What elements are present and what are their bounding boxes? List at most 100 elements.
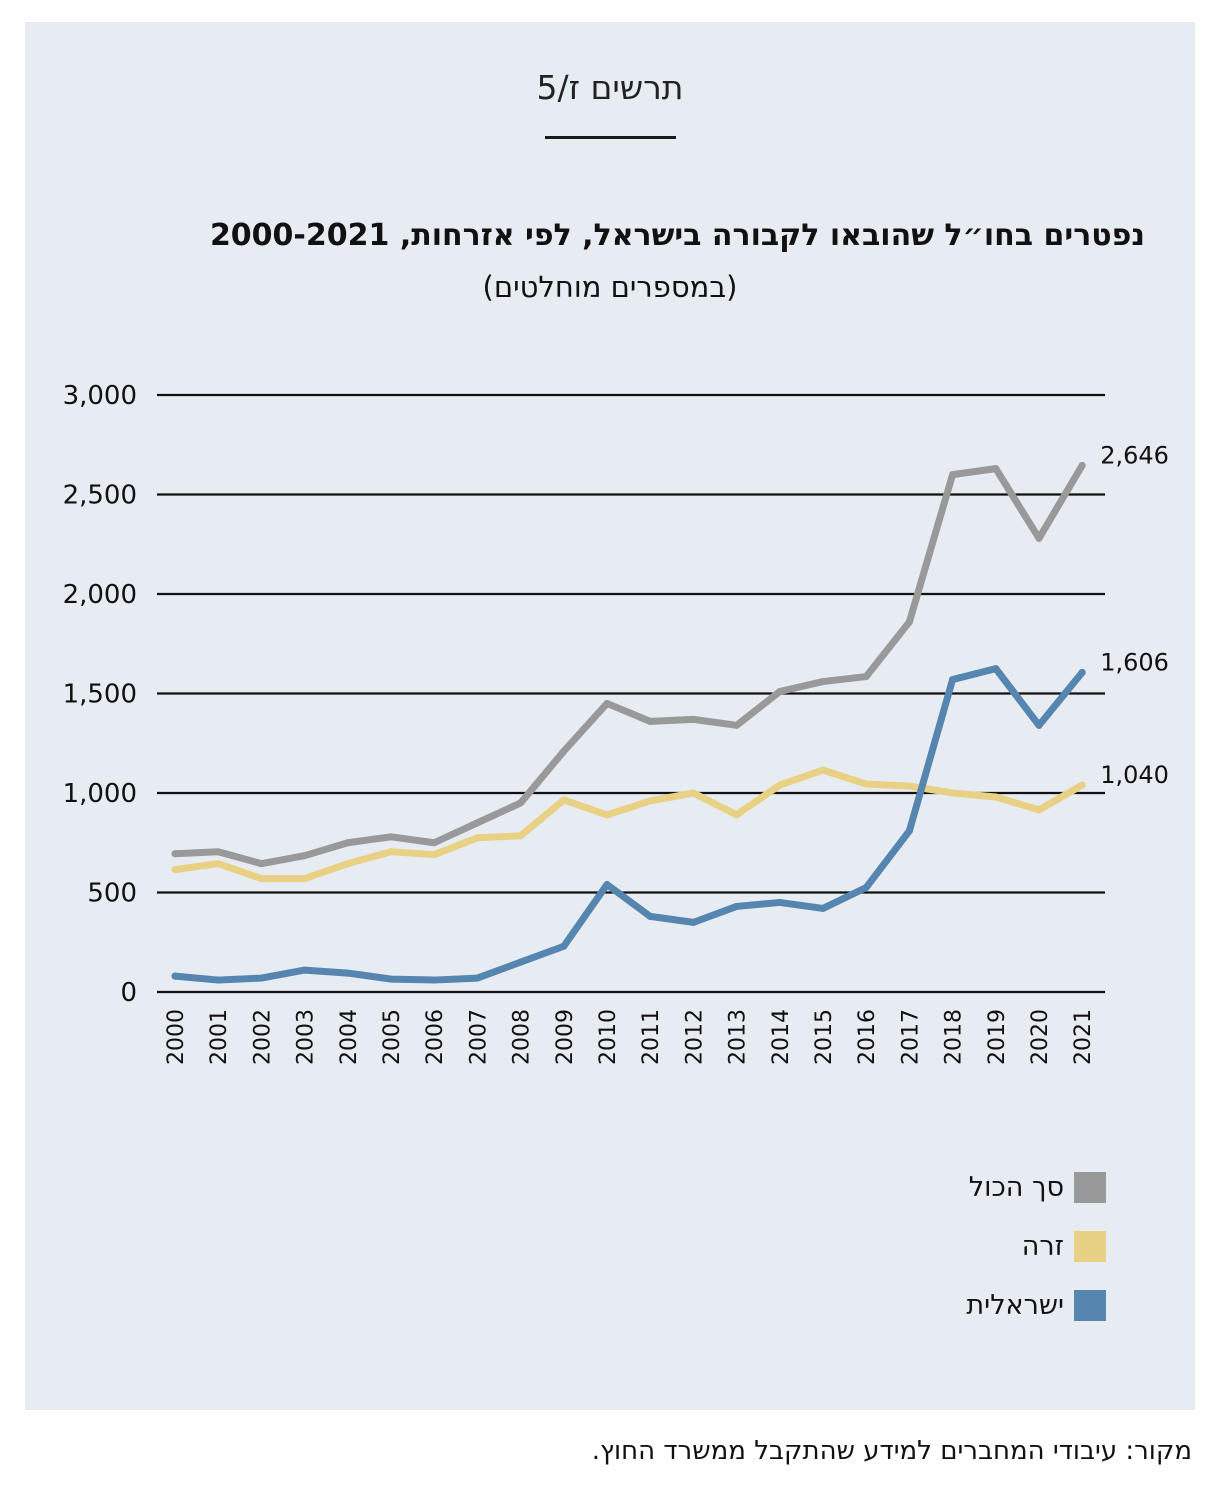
- data-point-total-2015: [819, 678, 827, 686]
- data-point-total-2010: [603, 699, 611, 707]
- x-tick-label-2002: 2002: [250, 1009, 275, 1065]
- data-point-foreign-2016: [862, 780, 870, 788]
- data-point-total-2007: [473, 819, 481, 827]
- figure-label-underline: [545, 136, 676, 139]
- x-tick-label-2004: 2004: [337, 1009, 362, 1065]
- x-tick-label-2003: 2003: [294, 1009, 319, 1065]
- legend-item-israeli: ישראלית: [966, 1289, 1106, 1321]
- x-tick-label-2001: 2001: [207, 1009, 232, 1065]
- data-point-israeli-2013: [733, 902, 741, 910]
- data-point-israeli-2014: [776, 898, 784, 906]
- x-tick-label-2006: 2006: [423, 1009, 448, 1065]
- data-point-israeli-2003: [301, 966, 309, 974]
- series-line-total: [171, 461, 1086, 868]
- data-point-total-2011: [646, 717, 654, 725]
- data-point-total-2003: [301, 852, 309, 860]
- data-point-israeli-2017: [905, 827, 913, 835]
- x-tick-label-2005: 2005: [380, 1009, 405, 1065]
- series-line-foreign: [171, 766, 1086, 883]
- x-tick-label-2014: 2014: [769, 1009, 794, 1065]
- data-point-total-2002: [257, 860, 265, 868]
- data-point-foreign-2013: [733, 811, 741, 819]
- x-tick-label-2017: 2017: [898, 1009, 923, 1065]
- legend-swatch-foreign: [1074, 1230, 1106, 1262]
- data-point-total-2005: [387, 833, 395, 841]
- data-point-israeli-2011: [646, 912, 654, 920]
- data-point-total-2016: [862, 673, 870, 681]
- data-point-israeli-2016: [862, 884, 870, 892]
- data-point-foreign-2019: [992, 793, 1000, 801]
- data-point-foreign-2007: [473, 834, 481, 842]
- data-point-foreign-2014: [776, 781, 784, 789]
- x-tick-label-2000: 2000: [164, 1009, 189, 1065]
- data-point-total-2004: [344, 839, 352, 847]
- data-point-israeli-2021: [1078, 668, 1086, 676]
- chart-title: נפטרים בחו״ל שהובאו לקבורה בישראל, לפי א…: [209, 218, 1145, 253]
- data-point-total-2021: [1078, 461, 1086, 469]
- legend-label-foreign: זרה: [1021, 1230, 1064, 1262]
- x-tick-label-2016: 2016: [855, 1009, 880, 1065]
- end-value-label-total: 2,646: [1100, 441, 1169, 469]
- source-note: מקור: עיבודי המחברים למידע שהתקבל ממשרד …: [591, 1436, 1192, 1466]
- end-value-label-israeli: 1,606: [1100, 648, 1169, 676]
- legend-label-israeli: ישראלית: [966, 1289, 1064, 1321]
- data-point-foreign-2000: [171, 866, 179, 874]
- legend-swatch-total: [1074, 1171, 1106, 1203]
- data-point-israeli-2009: [560, 942, 568, 950]
- data-point-foreign-2021: [1078, 781, 1086, 789]
- data-point-total-2017: [905, 618, 913, 626]
- y-tick-label-1500: 1,500: [63, 680, 137, 710]
- x-tick-label-2020: 2020: [1028, 1009, 1053, 1065]
- data-point-total-2001: [214, 848, 222, 856]
- x-tick-label-2019: 2019: [985, 1009, 1010, 1065]
- x-tick-label-2010: 2010: [596, 1009, 621, 1065]
- chart-subtitle: (במספרים מוחלטים): [482, 270, 738, 304]
- data-point-israeli-2002: [257, 974, 265, 982]
- data-point-total-2012: [689, 715, 697, 723]
- data-point-foreign-2020: [1035, 806, 1043, 814]
- y-tick-label-500: 500: [87, 879, 137, 909]
- data-point-total-2019: [992, 465, 1000, 473]
- x-tick-label-2009: 2009: [553, 1009, 578, 1065]
- data-point-foreign-2001: [214, 860, 222, 868]
- x-tick-label-2007: 2007: [466, 1009, 491, 1065]
- data-point-foreign-2010: [603, 811, 611, 819]
- data-point-foreign-2012: [689, 789, 697, 797]
- x-tick-label-2008: 2008: [510, 1009, 535, 1065]
- x-tick-label-2015: 2015: [812, 1009, 837, 1065]
- legend-label-total: סך הכול: [968, 1171, 1064, 1203]
- data-point-israeli-2018: [949, 676, 957, 684]
- series-line-israeli: [171, 665, 1086, 984]
- data-point-foreign-2017: [905, 782, 913, 790]
- legend-item-total: סך הכול: [966, 1171, 1106, 1203]
- y-tick-label-2000: 2,000: [63, 580, 137, 610]
- data-point-foreign-2015: [819, 766, 827, 774]
- data-point-foreign-2006: [430, 851, 438, 859]
- data-point-total-2018: [949, 471, 957, 479]
- data-point-total-2008: [517, 799, 525, 807]
- end-value-label-foreign: 1,040: [1100, 761, 1169, 789]
- y-tick-label-1000: 1,000: [63, 779, 137, 809]
- y-tick-label-3000: 3,000: [63, 381, 137, 411]
- data-point-israeli-2008: [517, 958, 525, 966]
- x-tick-label-2012: 2012: [682, 1009, 707, 1065]
- data-point-foreign-2003: [301, 875, 309, 883]
- data-point-israeli-2005: [387, 975, 395, 983]
- data-point-foreign-2018: [949, 789, 957, 797]
- data-point-foreign-2009: [560, 796, 568, 804]
- data-point-foreign-2005: [387, 848, 395, 856]
- data-point-israeli-2012: [689, 918, 697, 926]
- data-point-israeli-2020: [1035, 721, 1043, 729]
- x-tick-label-2021: 2021: [1071, 1009, 1096, 1065]
- data-point-israeli-2015: [819, 904, 827, 912]
- data-point-total-2009: [560, 747, 568, 755]
- data-point-israeli-2004: [344, 969, 352, 977]
- data-point-israeli-2001: [214, 976, 222, 984]
- line-chart: 0 500 1,000 1,500 2,000 2,500 3,000 2000 2001 200…: [63, 381, 1169, 1065]
- data-point-total-2014: [776, 688, 784, 696]
- data-point-israeli-2019: [992, 665, 1000, 673]
- figure-label: תרשים ז/5: [536, 68, 684, 107]
- x-tick-label-2011: 2011: [639, 1009, 664, 1065]
- y-tick-label-0: 0: [120, 978, 137, 1008]
- x-tick-label-2018: 2018: [942, 1009, 967, 1065]
